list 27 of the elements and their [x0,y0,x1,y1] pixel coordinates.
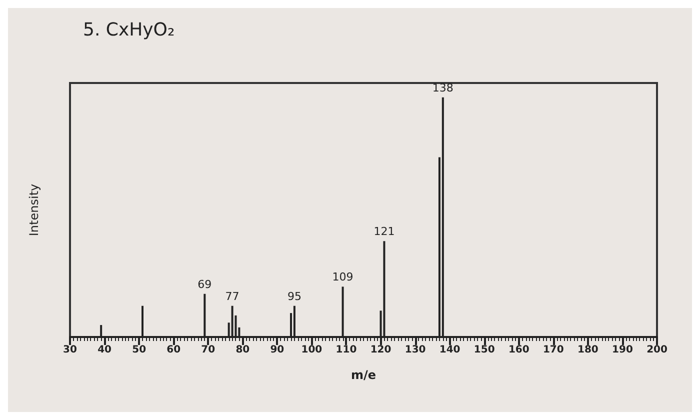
x-tick-label: 110 [336,344,357,356]
x-tick-label: 30 [63,344,77,356]
x-tick-label: 40 [98,344,112,356]
x-tick-label: 160 [508,344,530,356]
x-tick-label: 70 [201,344,216,356]
x-tick-label: 90 [270,344,284,356]
x-tick-label: 80 [236,344,250,356]
annotation: 121 [374,225,395,238]
annotation: 138 [432,81,454,94]
x-tick-label: 130 [404,344,426,356]
x-tick-label: 140 [439,344,460,356]
annotation: 95 [287,290,302,303]
x-tick-label: 60 [166,344,181,356]
annotation: 109 [332,270,354,284]
x-tick-label: 50 [132,344,146,356]
annotation: 69 [198,278,212,291]
x-tick-label: 100 [301,344,322,356]
x-tick-label: 120 [370,344,392,356]
y-axis-title: Intensity [27,184,41,236]
x-tick-label: 200 [646,344,668,356]
x-tick-label: 150 [474,344,495,356]
annotation: 77 [225,290,240,303]
x-tick-label: 170 [542,344,564,356]
x-axis-title: m/e [350,368,376,382]
chart-title: 5. CxHyO₂ [83,20,175,40]
x-tick-label: 180 [578,344,598,356]
x-tick-label: 190 [612,344,633,356]
